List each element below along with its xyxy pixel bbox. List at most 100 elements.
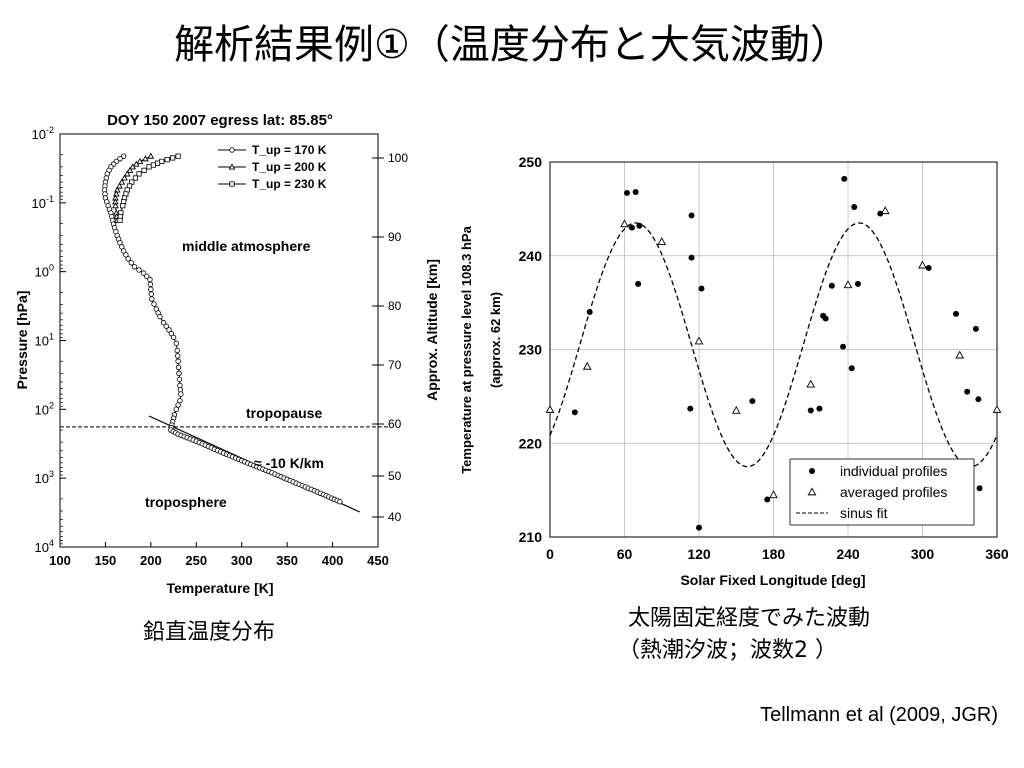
y2-tick-label: 40 (388, 510, 402, 524)
y-tick-label: 104 (35, 538, 54, 555)
individual-profile-point (635, 280, 642, 287)
profile-point (157, 313, 163, 320)
profile-point (129, 163, 137, 170)
individual-profile-point (688, 254, 695, 261)
y2-tick-label: 100 (388, 151, 408, 165)
x-tick-label: 350 (276, 553, 298, 568)
individual-profile-point (953, 310, 960, 317)
y-tick-label: 10-1 (32, 194, 54, 211)
profile-point (147, 152, 155, 159)
profile-chart-title: DOY 150 2007 egress lat: 85.85° (107, 112, 333, 129)
legend-marker (228, 163, 236, 170)
y-tick-label: 101 (35, 332, 54, 349)
legend-label: individual profiles (840, 463, 947, 479)
individual-profile-point (828, 282, 835, 289)
x-tick-label: 300 (911, 546, 935, 562)
averaged-profile-point (918, 260, 927, 269)
averaged-profile-point (694, 336, 704, 345)
profile-point (148, 291, 155, 297)
profile-point (174, 347, 180, 354)
y-tick-label: 240 (519, 248, 543, 264)
y2-tick-label: 50 (388, 469, 402, 483)
profile-point (176, 376, 183, 383)
profile-point (123, 170, 131, 177)
profile-point (112, 190, 120, 197)
profile-point (154, 160, 161, 166)
individual-profile-point (628, 224, 635, 231)
averaged-profile-point (582, 361, 592, 370)
wave-grid (549, 161, 998, 538)
averaged-profile-point (620, 219, 629, 228)
profile-point (120, 203, 126, 209)
profile-point (146, 164, 152, 170)
individual-profile-point (687, 405, 694, 412)
individual-profile-point (972, 325, 979, 332)
x-tick-label: 250 (185, 553, 207, 568)
wave-legend: individual profiles averaged profiles sinu… (789, 458, 975, 526)
profile-point (148, 286, 154, 292)
individual-profile-point (841, 175, 848, 182)
wave-x-axis-label: Solar Fixed Longitude [deg] (680, 572, 865, 588)
profile-point (170, 334, 177, 341)
profile-point (132, 175, 139, 181)
slide-title: 解析結果例①（温度分布と大気波動） (174, 22, 850, 68)
legend-label: T_up = 230 K (252, 177, 327, 191)
legend-marker (229, 181, 235, 187)
profile-point (164, 157, 170, 163)
x-tick-label: 180 (762, 546, 786, 562)
caption-vertical-profile: 鉛直温度分布 (143, 620, 276, 645)
profile-point (117, 217, 123, 224)
y-tick-label: 250 (519, 154, 543, 170)
x-tick-label: 0 (546, 546, 554, 562)
profile-point (125, 256, 131, 262)
individual-profile-point (840, 343, 847, 350)
profile-point (160, 319, 167, 326)
individual-profile-point (848, 365, 855, 372)
temperature-profile-chart: 100 150 200 250 300 350 400 450 10-2 10-1 100 101 10… (14, 112, 440, 596)
profile-point (123, 252, 129, 258)
profile-plot-frame (59, 133, 379, 548)
individual-profile-point (816, 405, 823, 412)
annotation-middle-atmosphere: middle atmosphere (182, 238, 311, 254)
individual-profile-point (764, 496, 771, 503)
averaged-profile-point (880, 206, 890, 215)
profile-point (117, 156, 123, 162)
individual-profile-point (696, 524, 702, 531)
x-tick-label: 240 (836, 546, 860, 562)
averaged-profile-point (992, 404, 1002, 413)
profile-y2-axis-label: Approx. Altitude [km] (424, 259, 440, 401)
profile-point (126, 166, 134, 173)
profile-point (175, 153, 181, 159)
y2-tick-label: 60 (388, 417, 402, 431)
profile-point (173, 406, 179, 413)
profile-axis-ticks: 100 150 200 250 300 350 400 450 10-2 10-1 100 101 10… (32, 125, 409, 568)
profile-point (120, 153, 127, 159)
profile-point (159, 158, 165, 164)
profile-point (174, 353, 181, 359)
profile-point (121, 174, 128, 181)
y2-tick-label: 70 (388, 358, 402, 372)
longitude-wave-chart: 0 60 120 180 240 300 360 210 220 230 240 250 indivi… (459, 154, 1009, 588)
y-tick-label: 230 (519, 342, 543, 358)
profile-point (136, 267, 142, 273)
profile-point (142, 155, 149, 162)
caption-wave-line2: （熱潮汐波；波数2 ） (618, 638, 837, 663)
averaged-profile-point (657, 237, 667, 246)
individual-profile-point (822, 315, 829, 322)
individual-profile-point (807, 407, 814, 414)
x-tick-label: 400 (322, 553, 344, 568)
profile-point (149, 296, 155, 302)
profile-point (136, 157, 144, 164)
profile-point (113, 186, 121, 193)
wave-y-axis-label-line1: Temperature at pressure level 108.3 hPa (459, 225, 474, 473)
legend-label: T_up = 200 K (252, 160, 327, 174)
individual-profile-point (571, 409, 578, 416)
profile-point (147, 281, 154, 288)
x-tick-label: 360 (985, 546, 1009, 562)
averaged-profile-point (843, 280, 853, 289)
annotation-lapse-rate: ≈ -10 K/km (254, 455, 324, 471)
x-tick-label: 100 (49, 553, 71, 568)
profile-point (140, 270, 147, 276)
profile-point (170, 155, 176, 161)
profile-point (150, 162, 156, 168)
